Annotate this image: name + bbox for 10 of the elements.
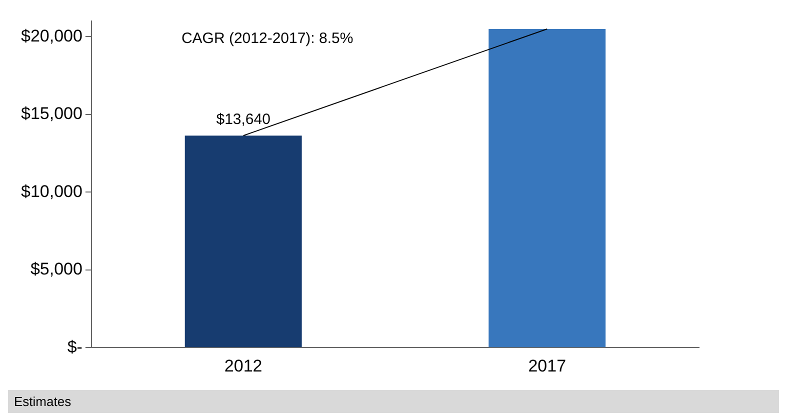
y-tick-label: $10,000	[21, 182, 82, 201]
annotation: CAGR (2012-2017): 8.5%	[181, 30, 354, 47]
y-tick-label: $15,000	[21, 104, 82, 124]
y-tick-label: $5,000	[30, 260, 82, 279]
y-tick-label: $-	[67, 337, 82, 356]
text: Estimates	[8, 390, 779, 413]
x-tick-label: 2012	[224, 356, 262, 376]
y-tick-label: $20,000	[21, 26, 82, 46]
data-label: $13,640	[216, 111, 270, 128]
x-tick-label: 2017	[528, 356, 566, 376]
